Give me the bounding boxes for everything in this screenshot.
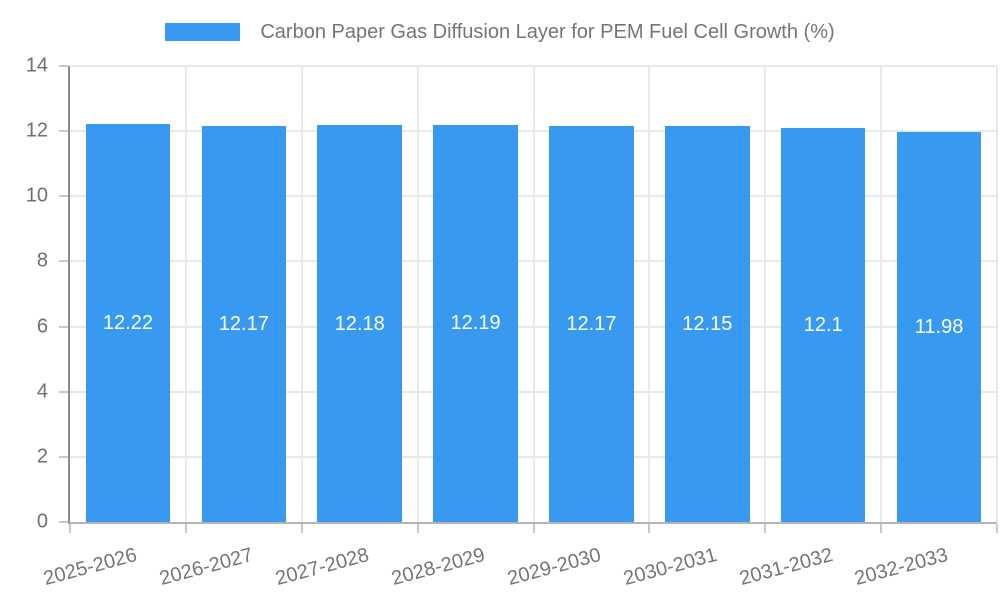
bar[interactable] [665, 126, 750, 522]
x-gridline [880, 66, 883, 522]
x-axis-tick-label: 2031-2032 [736, 544, 835, 591]
x-axis-tick [184, 524, 187, 533]
x-axis-tick-label: 2027-2028 [273, 544, 372, 591]
y-axis-tick-label: 6 [36, 315, 48, 338]
y-axis-labels: 0 2 4 6 8 10 12 14 [0, 55, 48, 533]
y-axis-tick-label: 4 [36, 380, 48, 403]
y-axis-tick-label: 12 [25, 119, 48, 142]
x-axis-tick-label: 2025-2026 [41, 544, 140, 591]
plot-area: 12.22 12.17 12.18 12.19 12.17 12.15 12.1 11.98 [59, 65, 998, 533]
y-axis-tick [59, 455, 68, 458]
bar[interactable] [85, 123, 171, 522]
x-gridline [996, 66, 998, 522]
legend-swatch [165, 23, 241, 41]
x-axis-tick [764, 524, 767, 533]
bar-value-label: 12.1 [803, 313, 843, 336]
y-axis-tick [59, 521, 68, 523]
y-axis-tick-label: 14 [25, 54, 48, 77]
y-axis-tick-label: 8 [36, 249, 48, 272]
x-axis-tick [300, 524, 303, 533]
x-axis-tick-label: 2030-2031 [620, 544, 720, 591]
chart-title: Carbon Paper Gas Diffusion Layer for PEM… [260, 20, 835, 43]
bar-value-label: 12.19 [450, 312, 501, 335]
x-gridline [764, 66, 767, 522]
bar-value-label: 12.15 [682, 313, 733, 336]
y-axis-tick [59, 195, 68, 198]
x-axis-tick-label: 2026-2027 [157, 544, 256, 591]
x-axis-tick [69, 524, 71, 533]
bar-value-label: 11.98 [914, 315, 964, 338]
x-axis-labels: 2025-2026 2026-2027 2027-2028 2028-2029 2029… [42, 536, 995, 600]
x-axis-tick-label: 2032-2033 [852, 544, 951, 591]
y-axis-tick-label: 10 [25, 184, 48, 207]
bar-value-label: 12.22 [102, 312, 153, 334]
bar-value-label: 12.17 [218, 312, 269, 335]
bar[interactable] [896, 131, 982, 522]
bar[interactable] [317, 125, 402, 522]
bar[interactable] [780, 127, 866, 522]
y-axis-tick-label: 0 [36, 510, 48, 533]
x-axis-tick [648, 524, 651, 533]
x-gridline [532, 66, 535, 522]
y-axis-tick-label: 2 [36, 445, 48, 468]
y-axis-tick [59, 65, 68, 67]
x-axis-tick [996, 524, 998, 533]
x-axis-tick [532, 524, 535, 533]
bar[interactable] [201, 125, 287, 522]
bar[interactable] [433, 124, 518, 522]
x-axis-tick-label: 2028-2029 [389, 544, 488, 591]
x-gridline [184, 66, 187, 522]
y-axis-tick [59, 325, 68, 328]
x-axis-tick [880, 524, 883, 533]
chart-legend: Carbon Paper Gas Diffusion Layer for PEM… [0, 20, 1000, 44]
x-axis-tick [416, 524, 419, 533]
x-gridline [300, 66, 303, 522]
x-gridline [416, 66, 419, 522]
y-axis-tick [59, 130, 68, 133]
x-axis-tick-label: 2029-2030 [505, 544, 604, 591]
x-gridline [648, 66, 651, 522]
bar[interactable] [549, 125, 634, 522]
y-axis-tick [59, 260, 68, 263]
bar-value-label: 12.18 [334, 312, 385, 335]
legend-item[interactable]: Carbon Paper Gas Diffusion Layer for PEM… [165, 20, 835, 44]
y-axis-tick [59, 390, 68, 393]
bar-value-label: 12.17 [566, 312, 617, 335]
